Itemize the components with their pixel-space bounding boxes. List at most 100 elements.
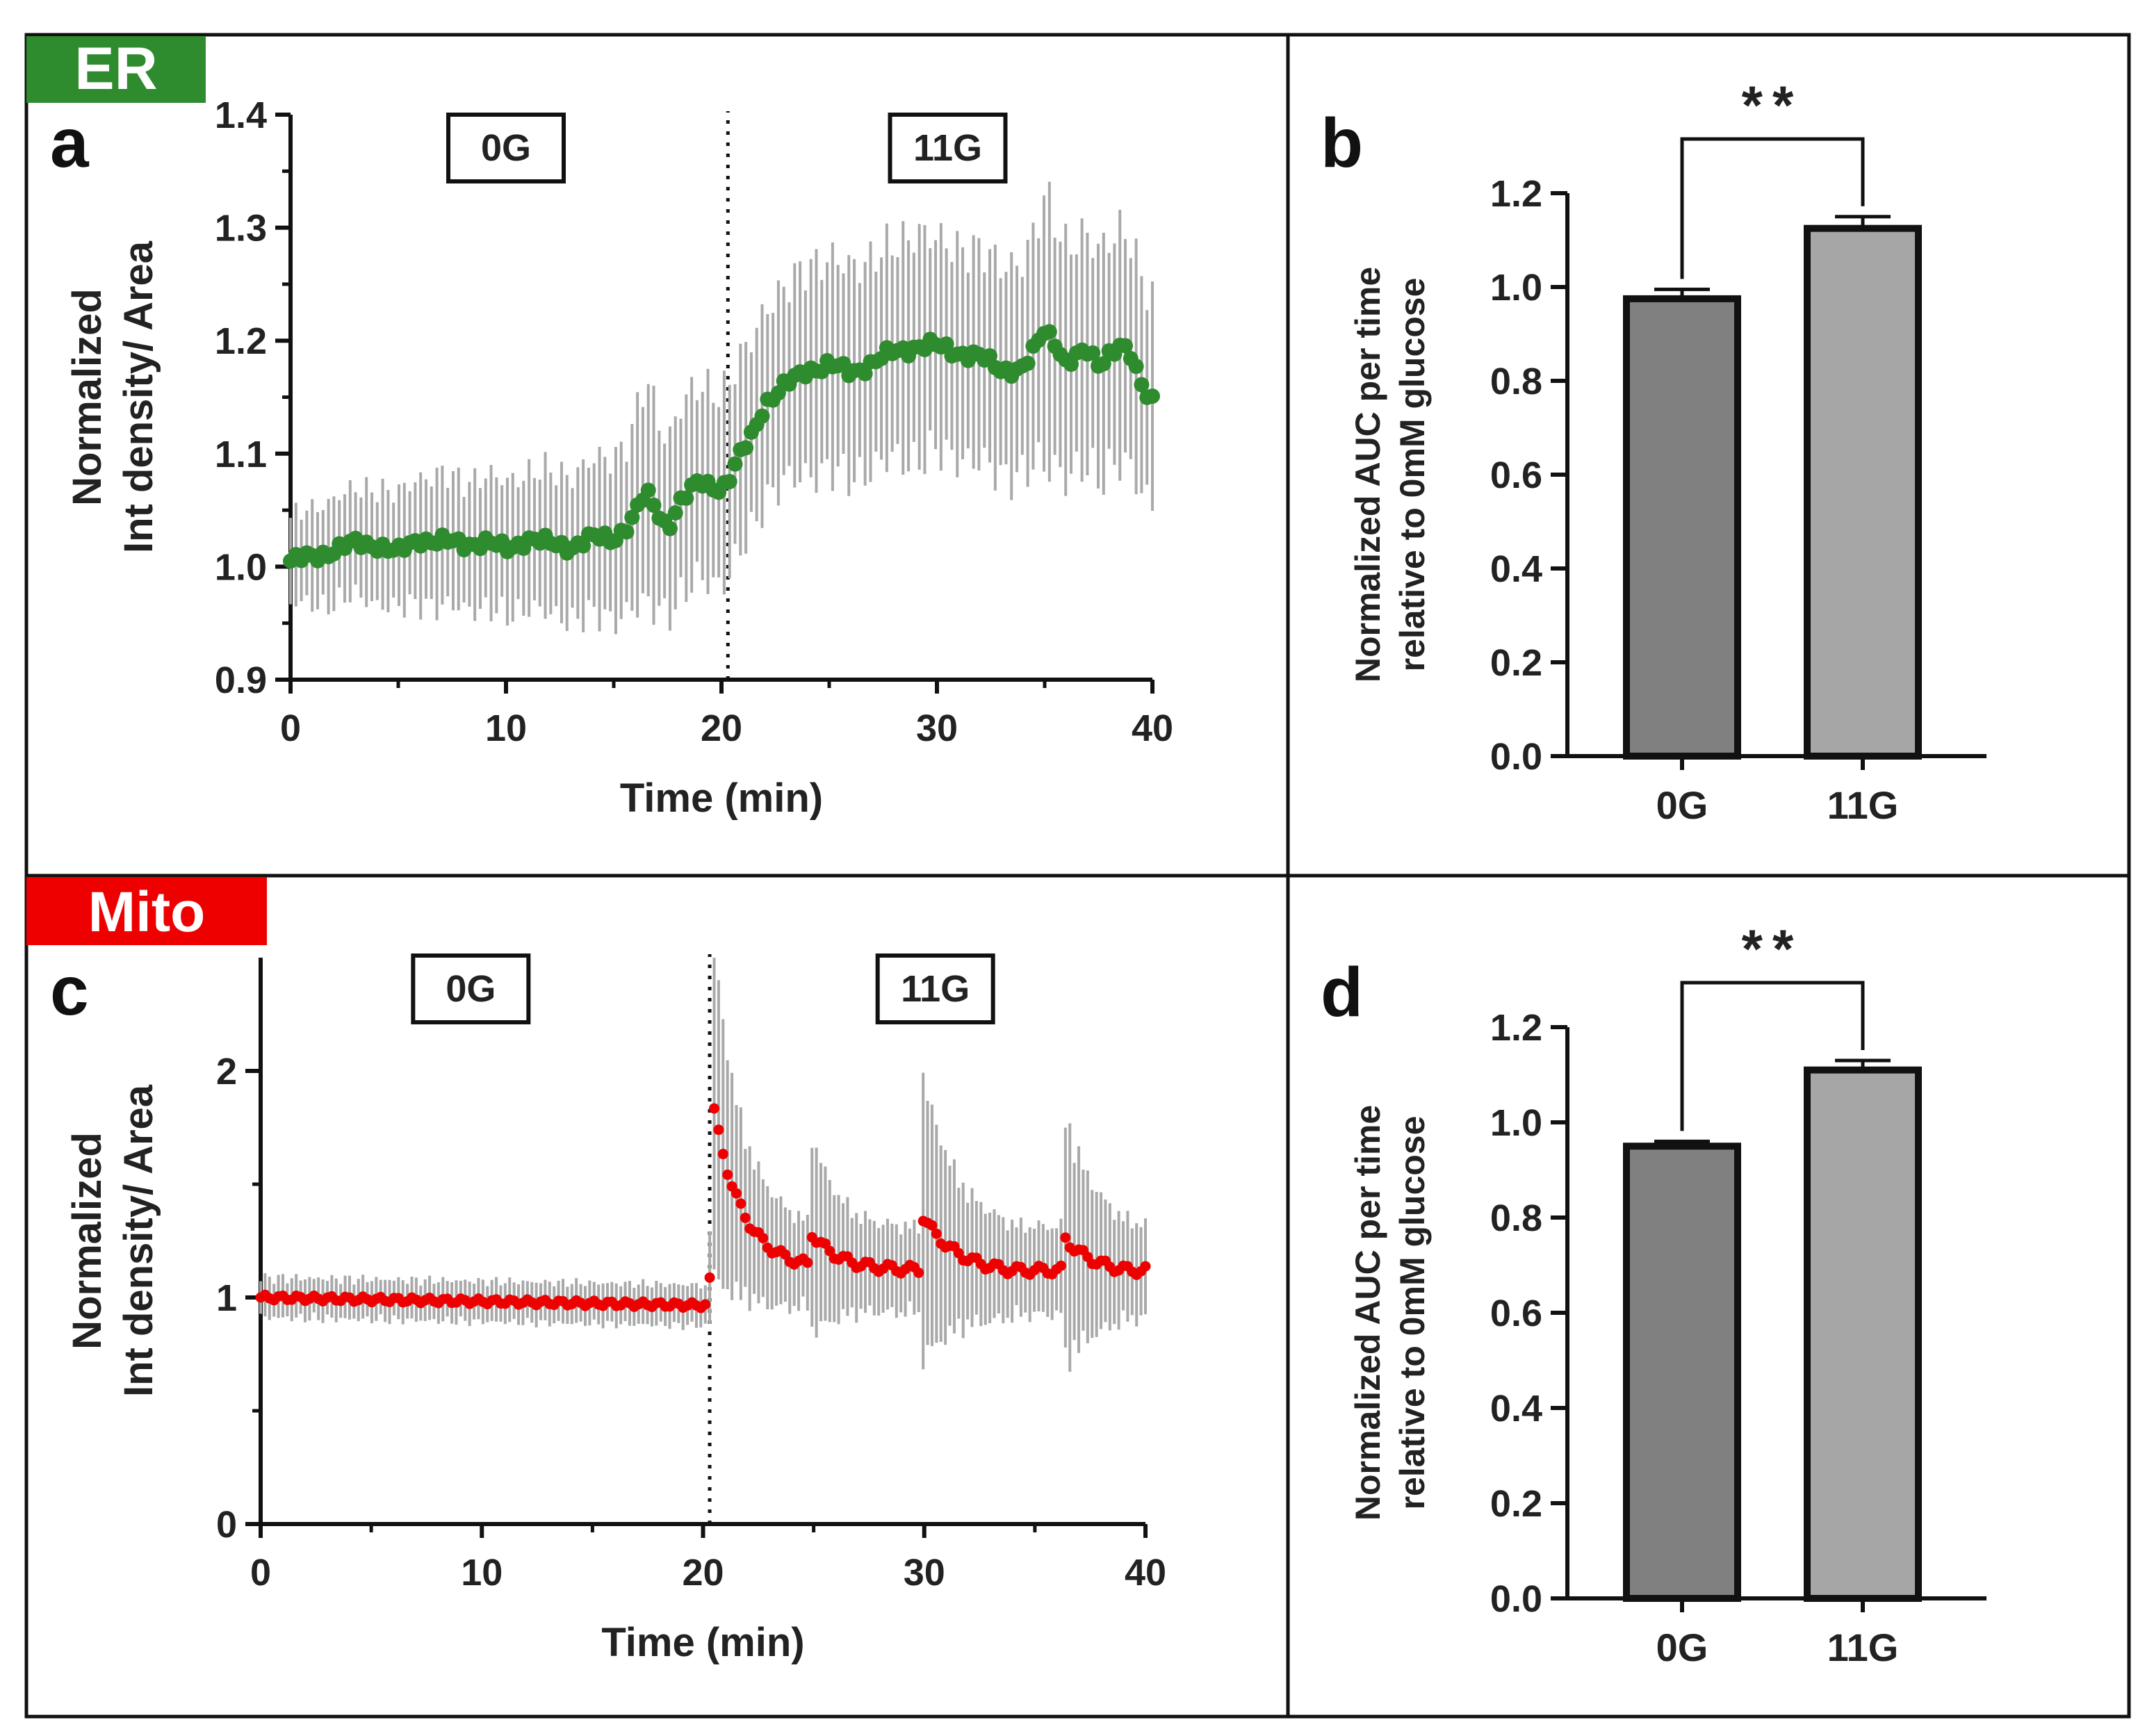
- significance-stars: **: [1742, 74, 1804, 136]
- y-tick-label: 2: [216, 1051, 237, 1092]
- condition-box-label: 0G: [481, 127, 531, 169]
- x-axis-title: Time (min): [601, 1620, 804, 1665]
- x-tick-label: 20: [701, 707, 742, 749]
- panel-letter: b: [1321, 104, 1363, 182]
- y-axis-title-line: Int density/ Area: [116, 1084, 161, 1397]
- y-tick-label: 1.1: [215, 434, 267, 475]
- data-point: [802, 1257, 813, 1268]
- er-tag-background: [26, 36, 206, 103]
- data-point: [646, 498, 662, 514]
- y-tick-label: 1.0: [215, 546, 267, 588]
- data-point: [708, 1103, 719, 1114]
- x-tick-label: 11G: [1827, 1626, 1899, 1669]
- data-point: [727, 456, 743, 472]
- data-point: [1140, 1261, 1151, 1272]
- condition-box: [875, 953, 995, 1024]
- y-tick-label: 0: [216, 1504, 237, 1546]
- data-point: [678, 490, 694, 506]
- data-point: [722, 1169, 733, 1180]
- data-point: [1041, 324, 1057, 340]
- x-tick-label: 11G: [1827, 783, 1899, 827]
- data-point: [982, 348, 998, 364]
- y-tick-label: 0.4: [1490, 548, 1542, 590]
- data-point: [1085, 345, 1101, 361]
- condition-box-label: 0G: [446, 968, 496, 1010]
- y-axis-title-line: Normalized AUC per time: [1348, 1105, 1387, 1521]
- x-tick-label: 0G: [1656, 1626, 1708, 1669]
- data-point: [1134, 377, 1150, 393]
- data-point: [1128, 359, 1144, 375]
- y-axis-title-line: Normalized: [65, 1132, 110, 1350]
- significance-bracket: [1680, 981, 1865, 1131]
- data-point: [731, 1188, 742, 1199]
- y-axis-title: Normalized AUC per time relative to 0mM g…: [1348, 267, 1432, 682]
- condition-box-label: 11G: [913, 127, 982, 169]
- data-point: [704, 1272, 715, 1283]
- chart-b: 0.0 0.2 0.4 0.6 0.8 1.0 1.2 0G 11G ** Normalized A…: [1321, 74, 1986, 827]
- data-point: [738, 440, 754, 456]
- data-point: [740, 1212, 751, 1223]
- x-tick-label: 10: [461, 1552, 503, 1594]
- mito-tag-label: Mito: [88, 881, 205, 944]
- y-tick-label: 0.0: [1490, 1578, 1542, 1620]
- x-tick-label: 40: [1125, 1552, 1166, 1594]
- data-point: [1145, 388, 1160, 404]
- condition-box: [446, 113, 566, 183]
- data-point: [619, 524, 635, 540]
- chart-a: 0 10 20 30 40 0.9 1.0 1.1 1.2 1.3 1.4 Time (min) Nor…: [50, 95, 1173, 821]
- data-point: [927, 1220, 938, 1231]
- x-tick-label: 0: [280, 707, 301, 749]
- significance-bracket: [1680, 137, 1865, 279]
- data-point: [857, 366, 873, 382]
- data-point: [758, 1233, 769, 1244]
- y-tick-label: 0.8: [1490, 1197, 1542, 1239]
- y-tick-label: 0.6: [1490, 1293, 1542, 1334]
- data-point: [938, 336, 954, 352]
- data-point: [824, 1245, 835, 1256]
- data-point: [913, 1267, 924, 1278]
- data-point: [1095, 356, 1111, 372]
- data-point: [640, 482, 656, 498]
- data-point: [931, 1228, 942, 1239]
- data-point: [662, 521, 678, 537]
- y-tick-label: 0.8: [1490, 361, 1542, 402]
- panel-letter: a: [50, 104, 90, 182]
- condition-box: [411, 953, 531, 1024]
- data-point: [835, 356, 851, 372]
- data-point: [721, 473, 737, 489]
- panel-d-frame: [1286, 874, 2131, 1719]
- data-point: [1118, 338, 1134, 354]
- er-tag-label: ER: [74, 35, 157, 102]
- panel-letter: d: [1321, 953, 1363, 1031]
- significance-stars: **: [1742, 918, 1804, 979]
- mito-tag-background: [26, 877, 267, 945]
- y-axis-title-line: relative to 0mM glucose: [1393, 1116, 1432, 1510]
- condition-box-label: 11G: [901, 968, 970, 1010]
- y-axis-title-line: relative to 0mM glucose: [1393, 278, 1432, 672]
- bar: [1804, 224, 1922, 760]
- bar: [1804, 1066, 1922, 1602]
- y-axis-title: Normalized Int density/ Area: [65, 1084, 161, 1397]
- bar: [1623, 295, 1741, 760]
- bar: [1623, 1143, 1741, 1602]
- y-axis-title: Normalized AUC per time relative to 0mM g…: [1348, 1105, 1432, 1521]
- x-axis-title: Time (min): [620, 776, 823, 821]
- y-tick-label: 1.4: [215, 95, 267, 136]
- y-axis-title: Normalized Int density/ Area: [65, 240, 161, 553]
- y-tick-label: 0.4: [1490, 1388, 1542, 1430]
- y-tick-label: 1.0: [1490, 1102, 1542, 1144]
- y-tick-label: 1.0: [1490, 267, 1542, 309]
- data-point: [700, 1299, 711, 1310]
- y-tick-label: 1.2: [1490, 173, 1542, 215]
- panel-letter: c: [50, 952, 89, 1030]
- y-tick-label: 1.2: [215, 320, 267, 362]
- x-tick-label: 0: [250, 1552, 271, 1594]
- y-axis-title-line: Int density/ Area: [116, 240, 161, 553]
- condition-box: [888, 113, 1008, 183]
- x-tick-label: 30: [916, 707, 958, 749]
- y-tick-label: 0.2: [1490, 642, 1542, 684]
- data-point: [1020, 355, 1036, 371]
- x-tick-label: 40: [1132, 707, 1173, 749]
